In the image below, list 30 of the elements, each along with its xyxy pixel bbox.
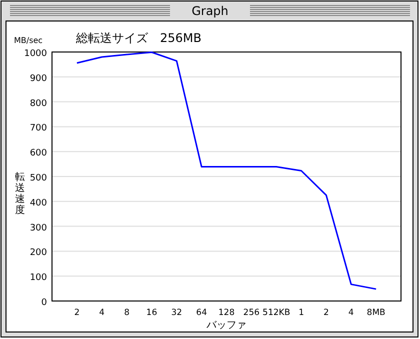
x-tick-label: 64: [196, 308, 207, 318]
x-tick-label: 8MB: [366, 308, 386, 318]
y-tick-label: 800: [30, 98, 48, 109]
y-tick-label: 900: [30, 74, 48, 84]
x-tick-label: 1: [298, 308, 304, 318]
x-tick-label: 2: [324, 308, 329, 318]
line-series: [76, 52, 377, 290]
y-tick-label: 600: [30, 148, 48, 159]
chart-title: 総転送サイズ 256MB: [75, 31, 202, 45]
y-axis-title: 転送速度: [15, 172, 25, 216]
x-tick-label: 4: [99, 308, 105, 318]
x-tick-label: 256: [243, 308, 260, 318]
x-tick-label: 8: [124, 308, 130, 318]
y-tick-label: 700: [30, 124, 48, 134]
x-tick-label: 128: [218, 308, 235, 318]
x-tick-label: 4: [348, 308, 354, 318]
y-tick-label: 400: [30, 198, 48, 208]
x-tick-label: 512KB: [262, 308, 290, 318]
x-axis-title: バッファ: [206, 320, 246, 331]
text: Graph: [192, 4, 228, 18]
y-tick-label: 0: [41, 298, 48, 308]
y-tick-label: 1000: [24, 49, 48, 59]
y-tick-label: 300: [30, 223, 48, 234]
x-tick-label: 32: [171, 308, 182, 318]
y-tick-label: 200: [30, 248, 48, 258]
x-tick-label: 16: [146, 308, 158, 318]
y-tick-label: 100: [30, 273, 48, 284]
x-tick-label: 2: [74, 308, 80, 318]
y-tick-label: 500: [30, 174, 48, 184]
text: MB/sec: [14, 36, 43, 45]
